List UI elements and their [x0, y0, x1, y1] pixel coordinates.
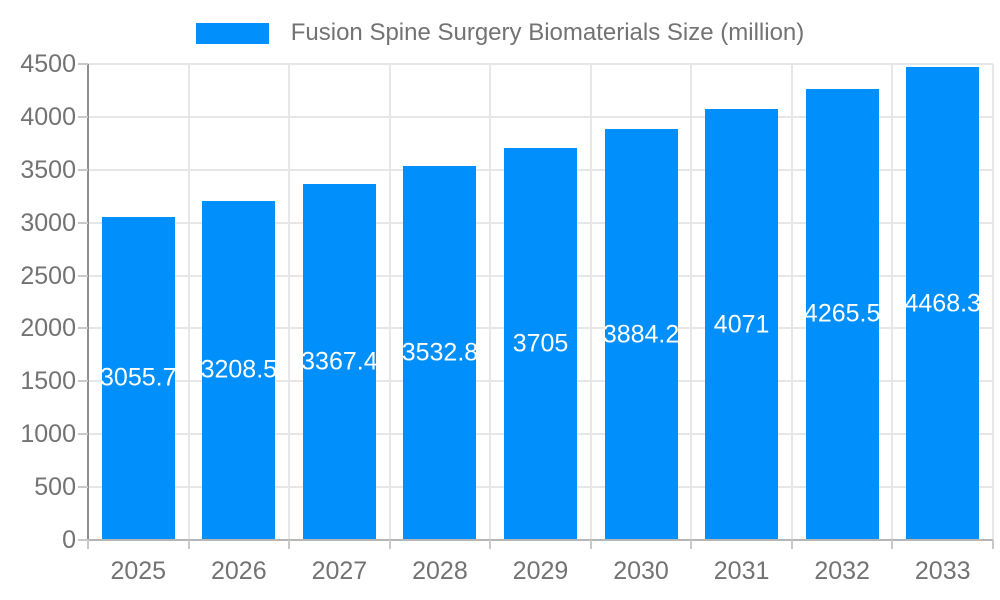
y-axis-label: 4000: [20, 102, 76, 131]
y-axis-label: 1000: [20, 420, 76, 449]
y-axis-label: 2000: [20, 314, 76, 343]
y-tick-mark: [78, 327, 88, 330]
y-axis-label: 3000: [20, 208, 76, 237]
bar-value-label: 3884.2: [602, 320, 680, 349]
x-axis-label: 2032: [814, 557, 870, 585]
bar-value-label: 4071: [713, 310, 770, 339]
bar[interactable]: 3208.5: [200, 200, 278, 540]
y-tick-mark: [78, 63, 88, 65]
x-tick-mark: [891, 540, 894, 549]
y-axis-label: 1500: [20, 367, 76, 396]
legend-swatch-icon: [195, 22, 269, 44]
y-tick-mark: [78, 168, 88, 171]
y-axis-line: [87, 64, 89, 549]
bar-value-label: 3367.4: [301, 347, 378, 376]
bar[interactable]: 3055.7: [100, 216, 177, 540]
plot-area: 3055.7 3208.5 3367.4 3532.8 3705 3884.2 4071 42…: [87, 63, 994, 540]
x-gridline: [992, 64, 994, 540]
y-tick-mark: [78, 433, 88, 436]
bar[interactable]: 3884.2: [602, 129, 680, 540]
y-tick-mark: [78, 115, 88, 118]
legend-label: Fusion Spine Surgery Biomaterials Size (…: [290, 19, 805, 46]
x-axis-label: 2031: [713, 557, 770, 585]
x-axis-label: 2033: [914, 557, 971, 585]
bar[interactable]: 3367.4: [301, 183, 378, 540]
x-tick-mark: [790, 540, 793, 549]
y-gridline: [88, 115, 993, 118]
x-tick-mark: [187, 540, 190, 549]
y-axis-label: 500: [34, 473, 76, 502]
bar-value-label: 3208.5: [200, 355, 278, 384]
x-gridline: [388, 64, 391, 540]
y-tick-mark: [78, 221, 88, 224]
y-gridline: [88, 63, 993, 65]
x-gridline: [790, 64, 793, 540]
y-axis-label: 0: [62, 526, 76, 554]
y-tick-mark: [78, 274, 88, 277]
y-axis-label: 2500: [20, 261, 76, 290]
x-tick-mark: [992, 540, 994, 549]
x-tick-mark: [690, 540, 693, 549]
y-tick-mark: [78, 539, 88, 541]
x-gridline: [187, 64, 190, 540]
y-tick-mark: [78, 380, 88, 383]
bar[interactable]: 4468.3: [904, 67, 981, 540]
x-tick-mark: [589, 540, 592, 549]
x-gridline: [891, 64, 894, 540]
bar[interactable]: 3705: [504, 148, 577, 540]
x-axis-label: 2029: [512, 557, 569, 585]
x-axis-label: 2028: [412, 557, 468, 585]
x-axis-label: 2026: [211, 557, 267, 585]
bar[interactable]: 4071: [705, 109, 779, 540]
x-tick-mark: [87, 540, 89, 549]
legend[interactable]: Fusion Spine Surgery Biomaterials Size (…: [0, 19, 1000, 47]
x-tick-mark: [489, 540, 492, 549]
bar-value-label: 3532.8: [401, 338, 479, 367]
bar-value-label: 4468.3: [904, 289, 981, 318]
x-axis-label: 2027: [311, 557, 368, 585]
bar[interactable]: 4265.5: [803, 88, 881, 540]
bar-value-label: 3705: [512, 329, 569, 358]
x-tick-mark: [388, 540, 391, 549]
y-tick-mark: [78, 486, 88, 489]
x-tick-mark: [288, 540, 291, 549]
y-axis-label: 3500: [20, 155, 76, 184]
x-gridline: [489, 64, 492, 540]
x-axis-label: 2030: [613, 557, 669, 585]
bar[interactable]: 3532.8: [401, 166, 479, 540]
x-gridline: [690, 64, 693, 540]
y-axis-label: 4500: [20, 50, 76, 78]
x-axis-line: [88, 539, 993, 541]
x-axis-label: 2025: [110, 557, 167, 585]
bar-value-label: 4265.5: [803, 299, 881, 328]
x-gridline: [589, 64, 592, 540]
bar-value-label: 3055.7: [100, 363, 177, 392]
x-gridline: [288, 64, 291, 540]
